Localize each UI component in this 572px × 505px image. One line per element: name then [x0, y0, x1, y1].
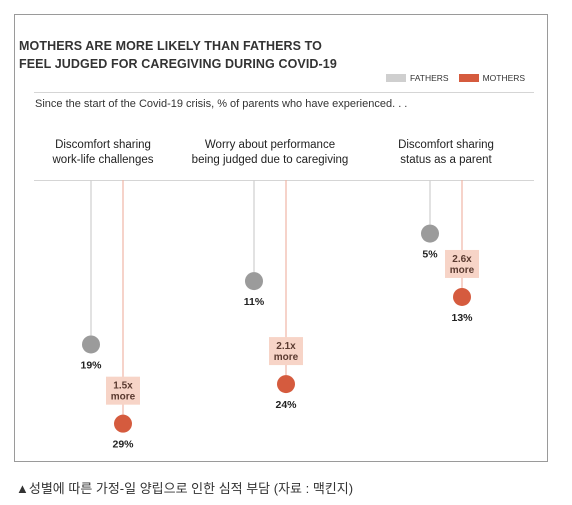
legend: FATHERS MOTHERS — [386, 73, 535, 83]
mothers-value-label-3: 13% — [451, 312, 473, 324]
category-label-3-line-2: status as a parent — [400, 154, 492, 166]
legend-swatch-mothers — [458, 74, 479, 82]
ratio-badge-2 — [269, 337, 303, 366]
legend-label-fathers: FATHERS — [410, 73, 449, 83]
category-label-1-line-1: Discomfort sharing — [55, 139, 151, 151]
ratio-badge-3 — [445, 249, 479, 278]
mothers-dot-1 — [114, 414, 132, 433]
ratio-word-1: more — [111, 392, 136, 403]
fathers-value-label-3: 5% — [422, 249, 438, 261]
category-label-2-line-2: being judged due to caregiving — [191, 154, 349, 166]
fathers-dot-1 — [82, 335, 100, 354]
subtitle-divider — [34, 92, 534, 93]
fathers-dot-3 — [421, 224, 439, 243]
category-label-3-line-1: Discomfort sharing — [398, 139, 494, 151]
category-label-2-line-1: Worry about performance — [204, 139, 336, 151]
legend-item-mothers: MOTHERS — [458, 73, 526, 83]
chart-subtitle: Since the start of the Covid-19 crisis, … — [35, 98, 408, 110]
legend-item-fathers: FATHERS — [386, 73, 449, 83]
ratio-value-3: 2.6x — [452, 254, 472, 265]
legend-label-mothers: MOTHERS — [482, 73, 526, 83]
legend-swatch-fathers — [386, 74, 406, 82]
category-label-1-line-2: work-life challenges — [52, 154, 154, 166]
ratio-badge-1 — [106, 376, 140, 405]
mothers-value-label-2: 24% — [275, 399, 297, 411]
figure-caption: ▲성별에 따른 가정-일 양립으로 인한 심적 부담 (자료 : 맥킨지) — [16, 481, 354, 496]
fathers-value-label-1: 19% — [80, 359, 102, 371]
ratio-value-2: 2.1x — [276, 341, 296, 352]
chart-title-line-1: MOTHERS ARE MORE LIKELY THAN FATHERS TO — [19, 39, 322, 53]
ratio-value-1: 1.5x — [113, 381, 133, 392]
ratio-word-3: more — [450, 265, 475, 276]
category-label-1: Discomfort sharing work-life challenges — [33, 138, 173, 168]
category-divider — [34, 180, 534, 181]
mothers-value-label-1: 29% — [112, 439, 134, 451]
fathers-dot-2 — [245, 272, 263, 291]
chart-title-line-2: FEEL JUDGED FOR CAREGIVING DURING COVID-… — [19, 57, 337, 71]
chart-title: MOTHERS ARE MORE LIKELY THAN FATHERS TO … — [19, 37, 349, 73]
ratio-word-2: more — [274, 352, 299, 363]
mothers-dot-3 — [453, 287, 471, 306]
category-label-3: Discomfort sharing status as a parent — [376, 138, 516, 168]
category-label-2: Worry about performance being judged due… — [175, 138, 365, 168]
fathers-value-label-2: 11% — [244, 296, 265, 308]
mothers-dot-2 — [277, 375, 295, 394]
